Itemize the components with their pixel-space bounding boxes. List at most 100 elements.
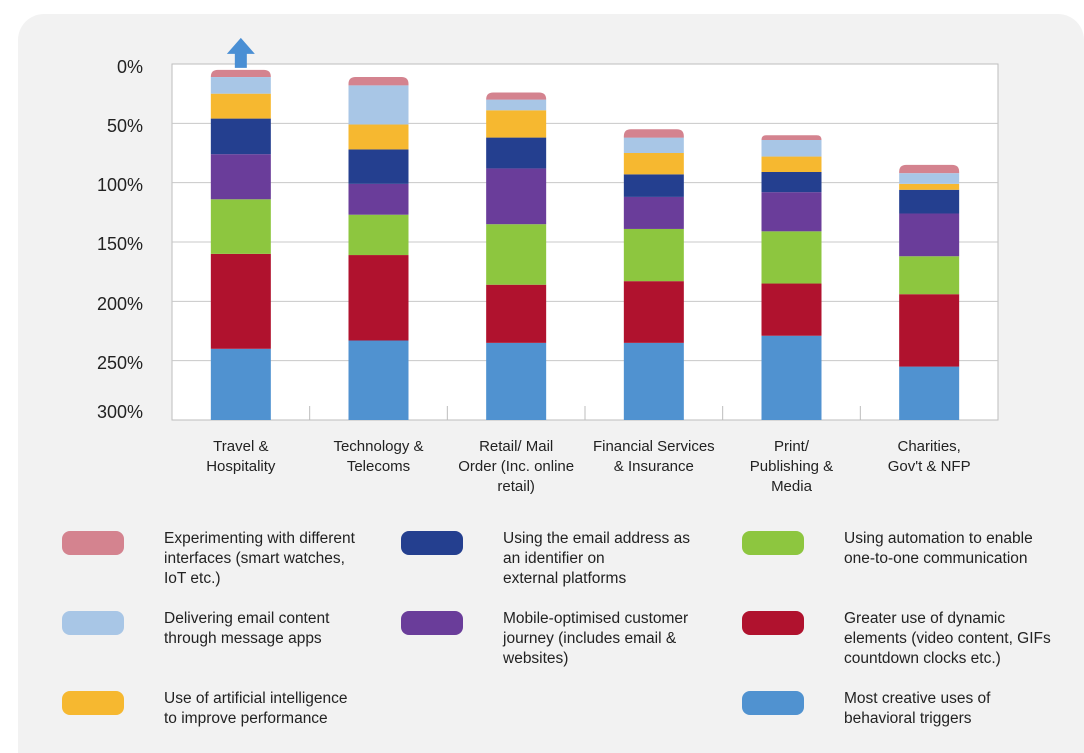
bar-segment bbox=[486, 92, 547, 100]
bar-segment bbox=[348, 124, 409, 150]
legend-label-line: IoT etc.) bbox=[164, 570, 221, 587]
y-tick-label: 250% bbox=[97, 353, 143, 373]
legend-swatch bbox=[62, 531, 124, 555]
bar-segment bbox=[623, 228, 684, 282]
y-tick-label: 200% bbox=[97, 294, 143, 314]
legend-label-line: an identifier on bbox=[503, 550, 605, 567]
legend-label-line: Experimenting with different bbox=[164, 530, 355, 547]
bar-segment bbox=[623, 281, 684, 343]
legend-swatch bbox=[742, 691, 804, 715]
legend-label: Use of artificial intelligence to improve… bbox=[164, 689, 404, 729]
legend-swatch bbox=[62, 611, 124, 635]
bar-stack bbox=[210, 69, 271, 420]
legend-label-line: elements (video content, GIFs bbox=[844, 630, 1051, 647]
bar-segment bbox=[210, 154, 271, 200]
bar-segment bbox=[486, 224, 547, 285]
legend-label-line: Greater use of dynamic bbox=[844, 610, 1006, 627]
x-tick-label: Retail/ Mail Order (Inc. online retail) bbox=[458, 438, 574, 495]
bar-segment bbox=[348, 214, 409, 256]
legend-label-line: interfaces (smart watches, bbox=[164, 550, 345, 567]
bar-stack bbox=[623, 129, 684, 420]
bar-segment bbox=[486, 99, 547, 111]
legend-swatch bbox=[742, 531, 804, 555]
bar-segment bbox=[348, 77, 409, 86]
bar-segment bbox=[348, 255, 409, 341]
legend-swatch bbox=[62, 691, 124, 715]
y-tick-label: 50% bbox=[107, 116, 143, 136]
bar-segment bbox=[899, 294, 960, 367]
bar-segment bbox=[623, 137, 684, 153]
bar-segment bbox=[210, 199, 271, 254]
bar-segment bbox=[623, 174, 684, 197]
x-tick-label: Technology & Telecoms bbox=[333, 438, 423, 475]
bar-segment bbox=[210, 77, 271, 94]
legend-label-line: countdown clocks etc.) bbox=[844, 650, 1001, 667]
bar-segment bbox=[210, 253, 271, 349]
x-tick-label: Print/Publishing & Media bbox=[750, 438, 833, 495]
bar-stack bbox=[348, 77, 409, 420]
bar-segment bbox=[899, 164, 960, 174]
legend-label-line: one-to-one communication bbox=[844, 550, 1028, 567]
bar-segment bbox=[899, 366, 960, 420]
bar-segment bbox=[899, 173, 960, 184]
bar-segment bbox=[486, 137, 547, 169]
bar-segment bbox=[348, 149, 409, 184]
legend-label-line: journey (includes email & bbox=[503, 630, 677, 647]
bar-segment bbox=[623, 129, 684, 138]
bar-segment bbox=[348, 85, 409, 125]
legend-swatch bbox=[401, 531, 463, 555]
y-tick-label: 150% bbox=[97, 234, 143, 254]
up-arrow-icon bbox=[226, 37, 255, 68]
bar-segment bbox=[486, 342, 547, 420]
bar-segment bbox=[899, 213, 960, 257]
bar-segment bbox=[348, 340, 409, 420]
legend-label-line: Mobile-optimised customer bbox=[503, 610, 689, 627]
bar-segment bbox=[623, 342, 684, 420]
stacked-bar-chart: 0% 50% 100% 150% 200% 250% 300% Travel & Hospita… bbox=[97, 37, 999, 495]
legend-label-line: external platforms bbox=[503, 570, 627, 587]
bar-segment bbox=[761, 156, 822, 172]
bar-segment bbox=[210, 118, 271, 155]
bar-segment bbox=[761, 231, 822, 284]
bar-segment bbox=[486, 168, 547, 225]
bar-segment bbox=[761, 139, 822, 157]
y-tick-label: 100% bbox=[97, 175, 143, 195]
legend-label-line: to improve performance bbox=[164, 710, 328, 727]
bar-segment bbox=[210, 93, 271, 119]
legend-label: Delivering email content through message … bbox=[164, 609, 404, 649]
bar-segment bbox=[761, 192, 822, 232]
bar-segment bbox=[486, 110, 547, 138]
legend-label-line: websites) bbox=[503, 650, 569, 667]
bar-segment bbox=[761, 135, 822, 140]
bar-stack bbox=[761, 135, 822, 420]
bar-segment bbox=[210, 348, 271, 420]
bar-segment bbox=[623, 196, 684, 229]
legend-label-line: Using automation to enable bbox=[844, 530, 1033, 547]
bar-stack bbox=[486, 92, 547, 420]
bar-segment bbox=[348, 183, 409, 215]
y-tick-label: 0% bbox=[117, 57, 143, 77]
legend-swatch bbox=[401, 611, 463, 635]
bar-segment bbox=[899, 256, 960, 295]
x-tick-label: Charities, Gov't & NFP bbox=[888, 438, 971, 475]
y-tick-label: 300% bbox=[97, 402, 143, 422]
legend-label-line: Delivering email content bbox=[164, 610, 330, 627]
bar-segment bbox=[486, 284, 547, 343]
legend-swatch bbox=[742, 611, 804, 635]
bar-segment bbox=[623, 153, 684, 175]
legend-label: Using automation to enable one-to-one com… bbox=[844, 529, 1084, 569]
legend-label-line: Use of artificial intelligence bbox=[164, 690, 348, 707]
bar-segment bbox=[761, 335, 822, 420]
bar-segment bbox=[761, 171, 822, 193]
legend-label: Mobile-optimised customer journey (includ… bbox=[503, 609, 743, 669]
x-tick-label: Financial Services & Insurance bbox=[593, 438, 715, 475]
legend-label-line: Most creative uses of bbox=[844, 690, 991, 707]
x-tick-label: Travel & Hospitality bbox=[206, 438, 276, 475]
legend-label: Most creative uses of behavioral triggers bbox=[844, 689, 1084, 729]
legend-label: Using the email address as an identifier … bbox=[503, 529, 743, 589]
legend-label: Experimenting with different interfaces (… bbox=[164, 529, 404, 589]
bar-segment bbox=[210, 69, 271, 78]
legend-label: Greater use of dynamic elements (video co… bbox=[844, 609, 1084, 669]
legend-label-line: through message apps bbox=[164, 630, 322, 647]
legend-label-line: Using the email address as bbox=[503, 530, 690, 547]
